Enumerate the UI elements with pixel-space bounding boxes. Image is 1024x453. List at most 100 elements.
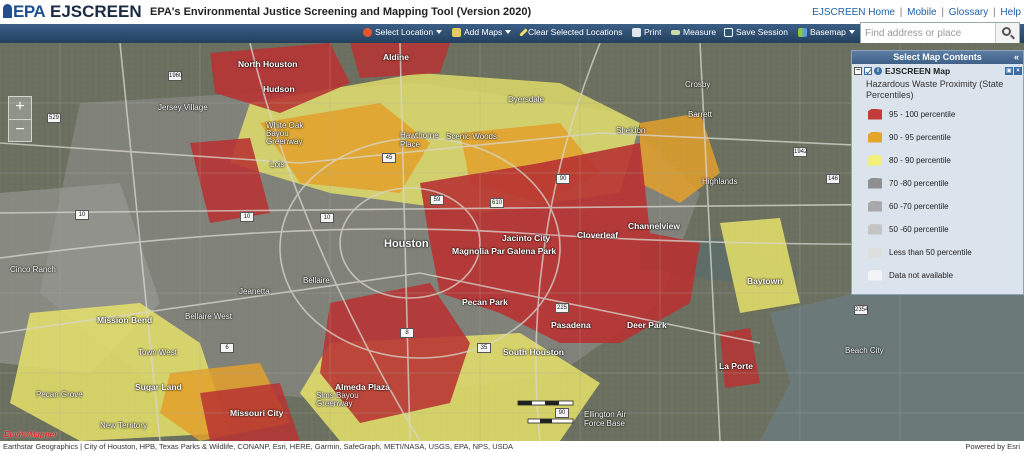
close-icon[interactable]: × <box>1014 67 1022 75</box>
print-label: Print <box>644 27 662 37</box>
panel-header[interactable]: Select Map Contents « <box>852 51 1023 64</box>
legend-item: Less than 50 percentile <box>868 245 972 259</box>
epa-logo[interactable]: EPA <box>3 2 46 22</box>
app-name: EJSCREEN <box>50 2 142 21</box>
place-label: New Territory <box>100 421 147 430</box>
zoom-out-button[interactable]: − <box>9 119 31 141</box>
route-shield: 90 <box>555 408 569 418</box>
save-session-button[interactable]: Save Session <box>724 27 788 37</box>
search-button[interactable] <box>995 23 1019 43</box>
legend-label: 90 - 95 percentile <box>889 132 951 142</box>
zone-80-90-east <box>720 218 800 313</box>
legend-swatch <box>868 154 882 166</box>
legend-item: 60 -70 percentile <box>868 199 949 213</box>
collapse-toggle-icon[interactable]: − <box>854 67 862 75</box>
place-label: Town West <box>138 348 177 357</box>
legend-item: 90 - 95 percentile <box>868 130 951 144</box>
route-shield: 10 <box>75 210 89 220</box>
place-label: Hudson <box>263 84 295 94</box>
epa-logo-text: EPA <box>13 2 46 21</box>
toolbar: Select Location Add Maps Clear Selected … <box>0 24 1024 43</box>
measure-button[interactable]: Measure <box>671 27 716 37</box>
place-label: North Houston <box>238 59 298 69</box>
select-location-button[interactable]: Select Location <box>363 27 443 37</box>
legend-swatch <box>868 223 882 235</box>
save-session-label: Save Session <box>736 27 788 37</box>
layer-description: Hazardous Waste Proximity (State Percent… <box>866 79 1004 100</box>
place-label: Cinco Ranch <box>10 265 56 274</box>
clear-locations-label: Clear Selected Locations <box>528 27 623 37</box>
zone-95-100-south <box>320 283 470 423</box>
app-subtitle: EPA's Environmental Justice Screening an… <box>150 6 532 18</box>
place-label: Scenic Woods <box>446 132 497 141</box>
link-separator: | <box>899 7 903 18</box>
route-shield: 1942 <box>793 147 808 157</box>
map-icon <box>452 27 461 37</box>
route-shield: 45 <box>382 153 396 163</box>
link-separator: | <box>993 7 996 18</box>
measure-label: Measure <box>683 27 717 37</box>
basemap-button[interactable]: Basemap <box>798 27 855 37</box>
place-label: Jersey Village <box>158 103 208 112</box>
layer-visibility-checkbox[interactable] <box>864 67 872 75</box>
powered-by-esri[interactable]: Powered by Esri <box>965 442 1020 451</box>
link-mobile[interactable]: Mobile <box>907 7 937 18</box>
legend-swatch <box>868 246 882 258</box>
place-label: Sims Bayou Greenway <box>316 391 359 408</box>
app-header: EPA EJSCREEN EPA's Environmental Justice… <box>0 0 1024 24</box>
legend-swatch <box>868 108 882 120</box>
info-icon[interactable]: i <box>874 67 882 75</box>
place-label: Galena Park <box>507 246 557 256</box>
collapse-icon[interactable]: « <box>1013 52 1019 62</box>
eraser-icon <box>519 27 528 37</box>
place-label: Sheldon <box>616 126 646 135</box>
legend-swatch <box>868 131 882 143</box>
clear-locations-button[interactable]: Clear Selected Locations <box>519 27 623 37</box>
attribution-text: Earthstar Geographics | City of Houston,… <box>3 442 514 451</box>
zone-95-100-north <box>210 43 350 113</box>
map-contents-panel: Select Map Contents « − i EJSCREEN Map ▣… <box>851 50 1024 295</box>
enviromapper-logo: EnviroMapper <box>4 430 58 439</box>
basemap-grid-icon <box>798 27 807 37</box>
zoom-in-button[interactable]: + <box>15 98 25 115</box>
link-glossary[interactable]: Glossary <box>948 7 989 18</box>
link-ejscreen-home[interactable]: EJSCREEN Home <box>812 7 895 18</box>
legend-item: Data not available <box>868 268 953 282</box>
place-label: Jeanetta <box>239 287 270 296</box>
legend-label: 95 - 100 percentile <box>889 109 956 119</box>
select-location-label: Select Location <box>375 27 434 37</box>
panel-title: Select Map Contents <box>893 52 982 62</box>
place-label-houston: Houston <box>384 238 429 250</box>
legend-label: 80 - 90 percentile <box>889 155 951 165</box>
place-label: Barrett <box>688 110 713 119</box>
legend-item: 70 -80 percentile <box>868 176 949 190</box>
search-box <box>860 22 1020 44</box>
link-help[interactable]: Help <box>1000 7 1021 18</box>
attribution-bar: Earthstar Geographics | City of Houston,… <box>0 441 1024 453</box>
print-button[interactable]: Print <box>632 27 661 37</box>
target-icon <box>363 27 372 37</box>
chevron-down-icon <box>505 30 512 34</box>
printer-icon <box>632 27 641 37</box>
place-label: Almeda Plaza <box>335 382 390 392</box>
legend-item: 50 -60 percentile <box>868 222 949 236</box>
place-label: Deer Park <box>627 320 667 330</box>
legend-label: 50 -60 percentile <box>889 224 949 234</box>
place-label: White Oak Bayou Greenway <box>266 121 304 146</box>
place-label: Bellaire West <box>185 312 232 321</box>
place-label: Baytown <box>747 276 783 286</box>
place-label: Hawthorne Place <box>400 131 439 149</box>
place-label: Bellaire <box>303 276 330 285</box>
search-input[interactable] <box>861 23 995 43</box>
place-label: Cloverleaf <box>577 230 619 240</box>
layer-options-icon[interactable]: ▣ <box>1005 67 1013 75</box>
map-view[interactable]: North Houston Aldine Hudson Jersey Villa… <box>0 43 1024 441</box>
place-label: South Houston <box>503 347 564 357</box>
add-maps-button[interactable]: Add Maps <box>452 27 512 37</box>
place-label: Aldine <box>383 52 409 62</box>
legend-label: Less than 50 percentile <box>889 247 972 257</box>
epa-flower-icon <box>3 4 12 18</box>
add-maps-label: Add Maps <box>464 27 503 37</box>
legend-swatch <box>868 269 882 281</box>
save-icon <box>724 27 733 37</box>
